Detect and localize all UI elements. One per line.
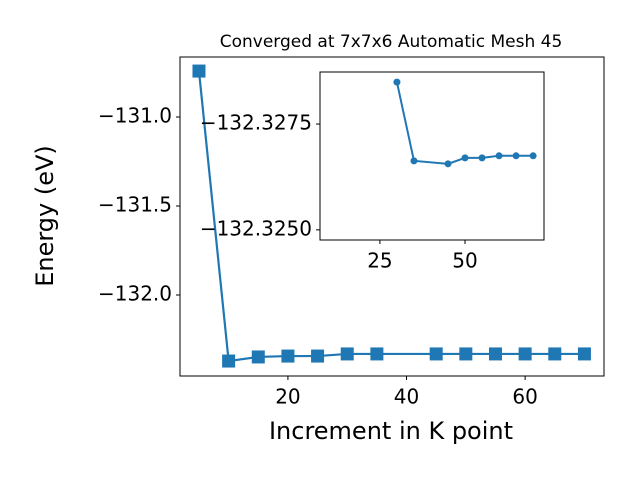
y-axis-label: Energy (eV): [31, 145, 59, 287]
y-tick-label: −132.3250: [200, 216, 312, 240]
y-tick-label: −132.0: [98, 282, 172, 306]
x-tick-label: 25: [367, 249, 392, 273]
chart-title: Converged at 7x7x6 Automatic Mesh 45: [220, 32, 563, 52]
x-tick-label: 40: [394, 385, 419, 409]
marker: [281, 349, 295, 363]
y-tick-label: −132.3275: [200, 111, 312, 135]
marker: [478, 154, 486, 162]
marker: [488, 347, 502, 361]
y-tick-label: −131.5: [98, 192, 172, 216]
marker: [518, 347, 532, 361]
marker: [459, 347, 473, 361]
x-tick-label: 60: [512, 385, 537, 409]
marker: [512, 152, 520, 160]
marker: [495, 152, 503, 160]
marker: [529, 152, 537, 160]
marker: [444, 160, 452, 168]
marker: [548, 347, 562, 361]
marker: [251, 350, 265, 364]
marker: [340, 347, 354, 361]
marker: [311, 349, 325, 363]
marker: [393, 78, 401, 86]
marker: [429, 347, 443, 361]
y-tick-label: −131.0: [98, 103, 172, 127]
x-tick-label: 50: [452, 249, 477, 273]
marker: [192, 64, 206, 78]
x-tick-label: 20: [275, 385, 300, 409]
marker: [370, 347, 384, 361]
marker: [222, 354, 236, 368]
marker: [461, 154, 469, 162]
marker: [410, 157, 418, 165]
x-axis-label: Increment in K point: [269, 417, 513, 445]
marker: [577, 347, 591, 361]
